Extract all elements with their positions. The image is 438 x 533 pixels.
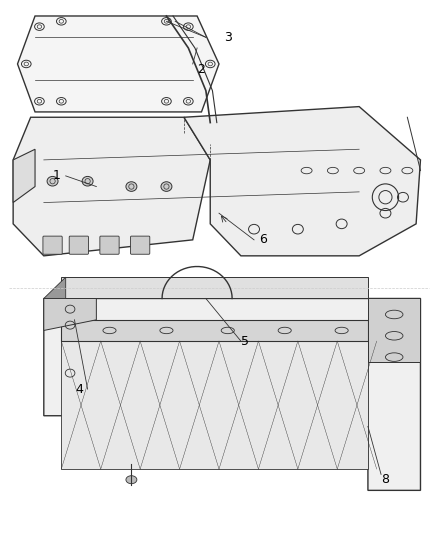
Polygon shape [44, 298, 420, 490]
Text: 6: 6 [259, 233, 267, 246]
Polygon shape [184, 107, 420, 256]
FancyBboxPatch shape [100, 236, 119, 254]
Polygon shape [13, 149, 35, 203]
Polygon shape [13, 117, 210, 256]
Text: 5: 5 [241, 335, 249, 348]
Polygon shape [18, 16, 219, 112]
Polygon shape [368, 298, 420, 362]
Polygon shape [61, 277, 368, 298]
FancyBboxPatch shape [131, 236, 150, 254]
Ellipse shape [126, 182, 137, 191]
Text: 1: 1 [53, 169, 61, 182]
Ellipse shape [82, 176, 93, 186]
Ellipse shape [126, 475, 137, 484]
Text: 3: 3 [224, 31, 232, 44]
Text: 4: 4 [75, 383, 83, 395]
Polygon shape [44, 277, 66, 298]
Polygon shape [44, 298, 96, 330]
Ellipse shape [47, 176, 58, 186]
Text: 8: 8 [381, 473, 389, 486]
Polygon shape [61, 341, 368, 469]
Text: 2: 2 [198, 63, 205, 76]
FancyBboxPatch shape [43, 236, 62, 254]
Ellipse shape [161, 182, 172, 191]
Polygon shape [61, 320, 368, 341]
FancyBboxPatch shape [69, 236, 88, 254]
